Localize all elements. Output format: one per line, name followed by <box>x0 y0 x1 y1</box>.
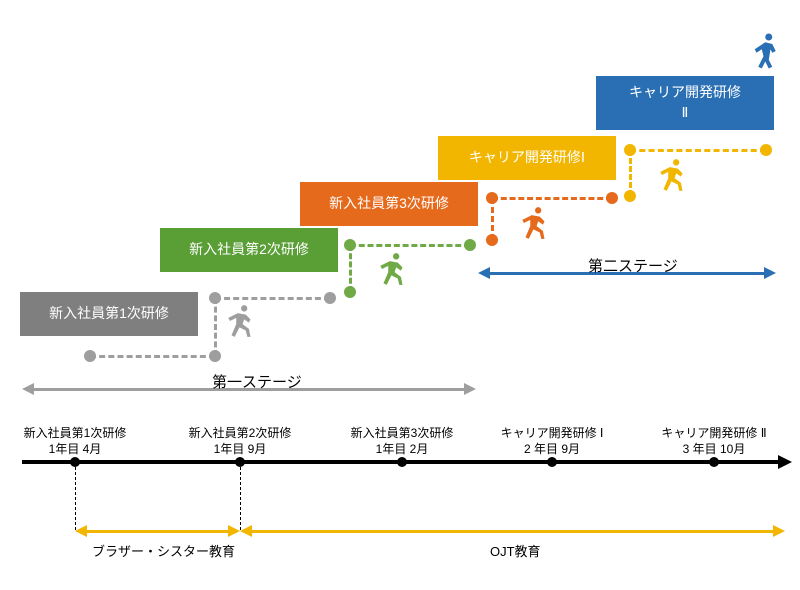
path-dot <box>464 239 476 251</box>
step-box-2: 新入社員第2次研修 <box>160 228 338 272</box>
path-dot <box>324 292 336 304</box>
education-arrow-line <box>250 530 775 533</box>
timeline-label: 新入社員第2次研修1年目 9月 <box>180 426 300 457</box>
timeline-tick <box>397 457 407 467</box>
arrow-head <box>75 525 87 537</box>
runner-icon <box>222 302 260 345</box>
runner-icon <box>374 250 412 293</box>
timeline-label: 新入社員第1次研修1年目 4月 <box>15 426 135 457</box>
arrow-head <box>22 383 34 395</box>
timeline-label: 新入社員第3次研修1年目 2月 <box>342 426 462 457</box>
path-segment <box>90 355 215 358</box>
training-roadmap-diagram: 新入社員第1次研修 新入社員第2次研修新入社員第3次研修キャリア開発研修Ⅰ キャリア… <box>0 0 800 590</box>
step-box-3: 新入社員第3次研修 <box>300 182 478 226</box>
path-segment <box>349 245 352 292</box>
runner-icon <box>654 156 692 199</box>
arrow-head <box>773 525 785 537</box>
stage-label: 第二ステージ <box>588 255 678 276</box>
dropdown-line <box>240 462 241 530</box>
path-dot <box>486 234 498 246</box>
stage-label: 第一ステージ <box>212 371 302 392</box>
runner-icon <box>746 30 788 77</box>
arrow-head <box>240 525 252 537</box>
timeline-tick <box>709 457 719 467</box>
arrow-head <box>464 383 476 395</box>
step-box-4: キャリア開発研修Ⅰ <box>438 136 616 180</box>
step-box-5: キャリア開発研修 Ⅱ <box>596 76 774 130</box>
dropdown-line <box>75 462 76 530</box>
education-label: ブラザー・シスター教育 <box>92 544 235 561</box>
path-dot <box>760 144 772 156</box>
education-label: OJT教育 <box>490 544 541 561</box>
path-segment <box>215 297 330 300</box>
path-dot <box>344 286 356 298</box>
path-segment <box>630 149 766 152</box>
arrow-head <box>228 525 240 537</box>
path-dot <box>624 190 636 202</box>
path-segment <box>214 298 217 356</box>
education-arrow-line <box>85 530 230 533</box>
path-segment <box>492 197 612 200</box>
step-box-1: 新入社員第1次研修 <box>20 292 198 336</box>
timeline-label: キャリア開発研修 Ⅰ2 年目 9月 <box>492 426 612 457</box>
path-segment <box>350 244 470 247</box>
path-dot <box>606 192 618 204</box>
arrow-head <box>764 267 776 279</box>
timeline-tick <box>547 457 557 467</box>
runner-icon <box>516 204 554 247</box>
timeline-arrowhead <box>778 455 792 469</box>
arrow-head <box>478 267 490 279</box>
timeline-label: キャリア開発研修 Ⅱ3 年目 10月 <box>654 426 774 457</box>
